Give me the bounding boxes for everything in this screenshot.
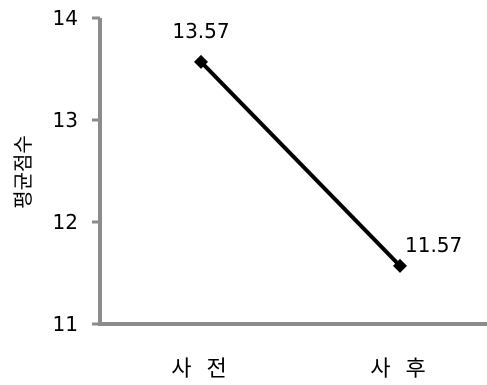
y-tick-label: 14 [53,6,78,30]
series-line [199,60,402,268]
x-category-label: 사 후 [370,357,429,382]
data-label: 11.57 [405,233,462,257]
x-category-label: 사 전 [171,357,230,382]
data-point-marker [393,258,407,273]
y-tick-label: 11 [53,312,78,336]
data-labels: 13.57 11.57 [172,19,462,257]
y-tick-label: 13 [53,108,78,132]
axes [98,18,487,326]
y-tick-label: 12 [53,210,78,234]
data-point-marker [194,54,208,69]
y-axis-title: 평균점수 [11,135,35,209]
y-ticks: 11 12 13 14 [53,6,100,336]
data-label: 13.57 [172,19,229,43]
series [194,54,407,273]
